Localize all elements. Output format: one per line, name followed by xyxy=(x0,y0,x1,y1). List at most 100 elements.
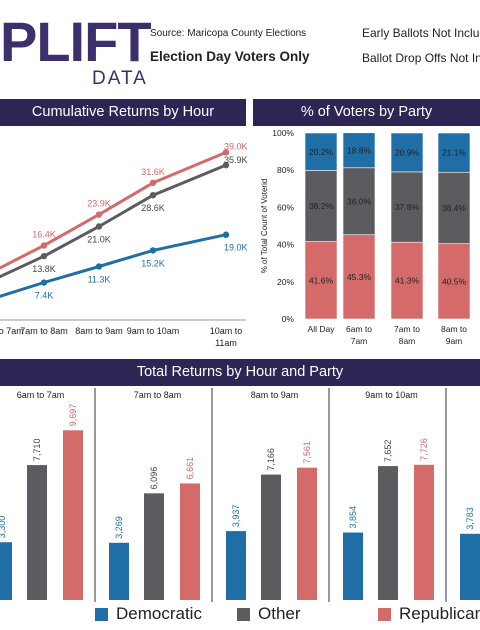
data-point xyxy=(95,223,103,230)
bar-republican xyxy=(63,430,83,600)
bar-republican xyxy=(414,464,434,600)
logo-wordmark: PLIFT xyxy=(0,10,152,73)
x-tick-label: 8am to 9am xyxy=(75,326,123,336)
stack-segment-democratic xyxy=(342,132,376,169)
data-label: 35.9K xyxy=(224,155,248,165)
bar-democratic xyxy=(0,542,12,600)
x-tick-label: 7am xyxy=(351,336,368,346)
note-drop-offs: Ballot Drop Offs Not In xyxy=(362,51,480,65)
data-point xyxy=(40,279,48,286)
bar-value-label: 6,096 xyxy=(149,467,159,490)
data-point xyxy=(222,149,230,156)
line-chart-title: Cumulative Returns by Hour xyxy=(0,99,246,126)
y-tick-label: 60% xyxy=(277,202,294,212)
bar-value-label: 7,710 xyxy=(32,439,42,462)
bar-democratic xyxy=(460,533,480,600)
bar-value-label: 6,661 xyxy=(185,457,195,480)
data-point xyxy=(222,231,230,238)
legend-label: Other xyxy=(258,604,301,623)
legend-swatch xyxy=(95,607,108,621)
data-point xyxy=(222,161,230,169)
y-tick-label: 20% xyxy=(277,277,294,287)
note-early-ballots: Early Ballots Not Inclu xyxy=(362,26,480,40)
x-tick-label: All Day xyxy=(308,324,336,334)
subtitle: Election Day Voters Only xyxy=(150,49,310,64)
segment-label: 21.1% xyxy=(442,148,467,158)
bar-value-label: 7,166 xyxy=(266,448,276,471)
bar-other xyxy=(378,466,398,600)
data-label: 23.9K xyxy=(87,199,111,209)
legend: Democratic Other Republican xyxy=(0,600,480,630)
x-tick-label: 8am xyxy=(399,336,416,346)
y-axis-label: % of Total Count of Voterid xyxy=(260,179,269,274)
panel-title: 9am to 10am xyxy=(365,390,418,400)
y-tick-label: 100% xyxy=(272,128,294,138)
bar-other xyxy=(261,474,281,600)
stack-segment-democratic xyxy=(304,132,338,171)
bar-democratic xyxy=(109,542,129,600)
bar-value-label: 7,561 xyxy=(302,441,312,464)
bar-republican xyxy=(297,467,317,600)
panel-title: 8am to 9am xyxy=(251,390,299,400)
data-label: 31.6K xyxy=(141,167,165,177)
data-label: 21.0K xyxy=(87,235,111,245)
x-tick-label: 6am to xyxy=(346,324,372,334)
segment-label: 38.4% xyxy=(442,203,467,213)
x-tick-label: 8am to xyxy=(441,324,467,334)
data-label: 39.0K xyxy=(224,141,248,151)
stack-segment-other xyxy=(437,171,471,244)
hourly-returns-chart: 6am to 7am 3,300 7,710 9,697 7am to 8am 3,269… xyxy=(0,388,480,602)
legend-item-democratic: Democratic xyxy=(95,604,202,624)
grouped-chart-title: Total Returns by Hour and Party xyxy=(0,359,480,386)
legend-item-republican: Republican xyxy=(378,604,480,624)
stack-segment-democratic xyxy=(437,132,471,173)
segment-label: 45.3% xyxy=(347,272,372,282)
legend-swatch xyxy=(237,607,250,621)
x-tick-label: 7am to xyxy=(394,324,420,334)
segment-label: 37.8% xyxy=(395,202,420,212)
bar-value-label: 7,652 xyxy=(383,440,393,463)
bar-value-label: 3,269 xyxy=(114,516,124,539)
segment-label: 41.6% xyxy=(309,275,334,285)
bar-other xyxy=(27,465,47,600)
data-label: 19.0K xyxy=(224,243,248,253)
stack-segment-republican xyxy=(304,241,338,320)
data-point xyxy=(95,263,103,270)
data-point xyxy=(149,191,157,199)
stack-segment-democratic xyxy=(390,132,424,173)
legend-swatch xyxy=(378,607,391,621)
bar-democratic xyxy=(343,532,363,600)
x-tick-label: 11am xyxy=(215,338,237,348)
segment-label: 36.0% xyxy=(347,196,372,206)
party-percent-chart: % of Total Count of Voterid 100% 80% 60% 40%… xyxy=(260,128,471,346)
bar-value-label: 3,300 xyxy=(0,516,7,539)
bar-value-label: 3,937 xyxy=(231,505,241,528)
stacked-chart-title: % of Voters by Party xyxy=(253,99,480,126)
data-label: 7.4K xyxy=(35,291,54,301)
stack-segment-republican xyxy=(342,234,376,320)
cumulative-line-chart: 16.4K 23.9K 31.6K 39.0K 13.8K 21.0K 28.6K 35.9K… xyxy=(0,141,248,348)
stack-segment-republican xyxy=(437,243,471,320)
stack-segment-other xyxy=(304,170,338,242)
data-point xyxy=(95,211,103,218)
y-tick-label: 80% xyxy=(277,165,294,175)
bar-value-label: 3,854 xyxy=(348,506,358,529)
data-point xyxy=(40,242,48,249)
data-label: 16.4K xyxy=(32,229,56,239)
bar-other xyxy=(144,493,164,600)
bar-value-label: 9,697 xyxy=(68,404,78,427)
data-point xyxy=(149,179,157,187)
bar-republican xyxy=(180,483,200,600)
data-label: 28.6K xyxy=(141,203,165,213)
x-tick-label: to 7am xyxy=(0,326,24,336)
bar-value-label: 3,783 xyxy=(465,507,475,530)
source-note: Source: Maricopa County Elections xyxy=(150,28,307,39)
data-point xyxy=(40,252,48,260)
x-tick-label: 9am to 10am xyxy=(127,326,180,336)
series-line-republican xyxy=(0,151,227,270)
x-tick-label: 9am xyxy=(446,336,463,346)
segment-label: 38.2% xyxy=(309,201,334,211)
legend-label: Republican xyxy=(399,604,480,623)
segment-label: 20.2% xyxy=(309,147,334,157)
data-label: 15.2K xyxy=(141,258,165,268)
